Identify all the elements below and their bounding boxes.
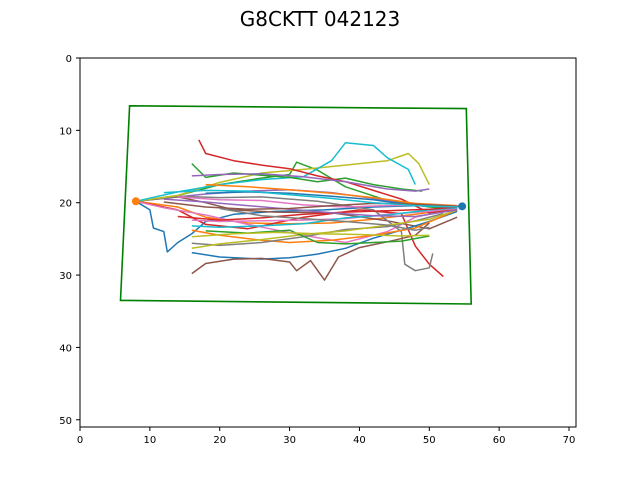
trajectory-line-27: [163, 201, 458, 210]
x-tick-label: 30: [283, 435, 296, 446]
trajectory-line-22: [205, 183, 458, 207]
x-tick-label: 70: [563, 435, 576, 446]
x-tick-label: 10: [143, 435, 156, 446]
y-tick-label: 10: [59, 126, 72, 137]
trajectory-line-15: [191, 173, 430, 192]
end-point-marker: [458, 202, 467, 211]
chart-title: G8CKTT 042123: [240, 7, 401, 31]
x-tick-label: 20: [213, 435, 226, 446]
axes: 0 10 20 30 40 50 60 70 0 10 20 30 40 50: [59, 54, 575, 446]
start-point-marker: [131, 197, 140, 206]
trajectory-line-30: [163, 189, 458, 208]
trajectory-line-10: [135, 141, 416, 203]
trajectory-line-1: [135, 200, 463, 253]
y-tick-label: 50: [59, 416, 72, 427]
x-tick-label: 60: [493, 435, 506, 446]
trajectory-line-11: [191, 210, 458, 260]
y-tick-label: 30: [59, 271, 72, 282]
plot-area: [119, 104, 473, 305]
y-tick-label: 20: [59, 199, 72, 210]
trajectory-line-25: [163, 198, 458, 218]
y-tick-label: 40: [59, 343, 72, 354]
trajectory-line-28: [219, 207, 430, 231]
x-tick-label: 40: [353, 435, 366, 446]
y-tick-label: 0: [66, 54, 72, 65]
axes-frame: [79, 57, 577, 428]
trajectory-line-19: [191, 209, 458, 250]
trajectory-line-29: [191, 231, 430, 238]
boundary-polygon: [119, 104, 473, 305]
x-tick-label: 0: [77, 435, 83, 446]
trajectory-line-24: [177, 206, 458, 221]
trajectory-line-8: [135, 195, 434, 272]
x-tick-label: 50: [423, 435, 436, 446]
